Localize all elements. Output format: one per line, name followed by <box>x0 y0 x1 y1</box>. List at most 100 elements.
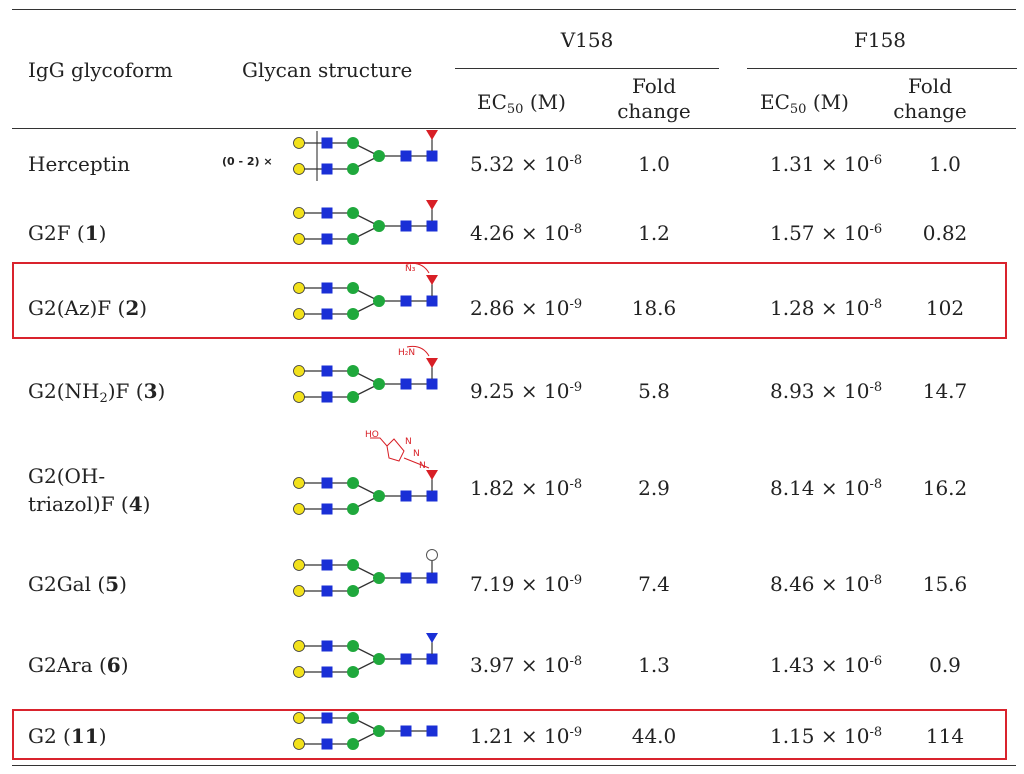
row-f158-fold: 0.9 <box>929 653 961 677</box>
glcnac-icon <box>321 308 333 320</box>
glcnac-icon <box>321 282 333 294</box>
row-name-g2gal: G2Gal (5) <box>28 572 127 596</box>
triazole-ring <box>386 438 405 462</box>
hydroxyl-label: HO <box>365 430 379 440</box>
amine-label: H₂N <box>398 348 416 358</box>
glycan-structure-herceptin <box>293 130 438 181</box>
header-glycan-structure: Glycan structure <box>242 58 413 82</box>
f158-group-rule <box>747 68 1017 69</box>
glcnac-icon <box>426 653 438 665</box>
herceptin-glycan-prefix: (0 - 2) × <box>222 155 273 168</box>
row-v158-fold: 1.3 <box>638 653 670 677</box>
glycan-structure-g2ara <box>293 633 438 678</box>
row-v158-ec50: 9.25 × 10-9 <box>470 379 583 403</box>
row-f158-ec50: 1.43 × 10-6 <box>770 653 883 677</box>
row-v158-fold: 1.2 <box>638 221 670 245</box>
row-v158-ec50: 1.82 × 10-8 <box>470 476 583 500</box>
header-glycoform: IgG glycoform <box>28 58 173 82</box>
mannose-icon <box>347 738 359 750</box>
row-f158-ec50: 8.14 × 10-8 <box>770 476 883 500</box>
glcnac-icon <box>321 233 333 245</box>
glcnac-icon <box>400 220 412 232</box>
glycan-structure-g2ohtriazolf <box>293 437 438 515</box>
linker-bond <box>370 437 388 447</box>
row-f158-ec50: 8.93 × 10-8 <box>770 379 883 403</box>
row-v158-ec50: 5.32 × 10-8 <box>470 152 583 176</box>
triazole-n3-label: N <box>419 461 426 471</box>
row-v158-ec50: 2.86 × 10-9 <box>470 296 583 320</box>
row-f158-fold: 14.7 <box>922 379 968 403</box>
galactose-icon <box>293 282 305 294</box>
top-rule <box>12 9 1016 10</box>
linker-bond <box>406 262 430 274</box>
galactose-icon <box>293 640 305 652</box>
mannose-icon <box>373 725 385 737</box>
mannose-icon <box>347 712 359 724</box>
glcnac-icon <box>426 725 438 737</box>
glycan-structure-g2 <box>293 712 438 750</box>
glcnac-icon <box>400 490 412 502</box>
fucose-icon <box>426 470 438 480</box>
mannose-icon <box>347 666 359 678</box>
mannose-icon <box>373 378 385 390</box>
header-v158-fold: Fold change <box>617 74 691 123</box>
fucose-icon <box>426 358 438 368</box>
mannose-icon <box>347 559 359 571</box>
linker-bond <box>406 345 430 357</box>
row-f158-fold: 15.6 <box>922 572 968 596</box>
galactose-icon <box>293 712 305 724</box>
mannose-icon <box>347 640 359 652</box>
row-v158-ec50: 1.21 × 10-9 <box>470 724 583 748</box>
galactose-icon <box>293 503 305 515</box>
row-v158-fold: 18.6 <box>631 296 677 320</box>
glcnac-icon <box>321 163 333 175</box>
glcnac-icon <box>321 738 333 750</box>
glcnac-icon <box>426 295 438 307</box>
row-v158-fold: 44.0 <box>631 724 677 748</box>
row-v158-fold: 7.4 <box>638 572 670 596</box>
mannose-icon <box>347 477 359 489</box>
galactose-icon <box>293 391 305 403</box>
glcnac-icon <box>426 378 438 390</box>
galactose-icon <box>293 137 305 149</box>
row-f158-fold: 102 <box>925 296 965 320</box>
row-f158-fold: 0.82 <box>922 221 968 245</box>
row-v158-ec50: 7.19 × 10-9 <box>470 572 583 596</box>
row-v158-fold: 5.8 <box>638 379 670 403</box>
highlight-box-g2 <box>12 709 1007 760</box>
glcnac-icon <box>400 653 412 665</box>
mannose-icon <box>373 295 385 307</box>
galactose-icon <box>293 233 305 245</box>
header-v158: V158 <box>560 28 614 52</box>
mannose-icon <box>347 163 359 175</box>
mannose-icon <box>347 207 359 219</box>
mannose-icon <box>373 653 385 665</box>
glcnac-icon <box>321 207 333 219</box>
row-v158-ec50: 4.26 × 10-8 <box>470 221 583 245</box>
mannose-icon <box>373 572 385 584</box>
v158-group-rule <box>455 68 719 69</box>
mannose-icon <box>347 308 359 320</box>
arabinose-icon <box>426 633 438 643</box>
galactose-icon <box>293 477 305 489</box>
galactose-icon <box>293 559 305 571</box>
fucose-icon <box>426 200 438 210</box>
glcnac-icon <box>400 295 412 307</box>
galactose-icon <box>293 738 305 750</box>
galactose-icon <box>293 365 305 377</box>
header-f158-fold: Fold change <box>893 74 967 123</box>
glcnac-icon <box>321 559 333 571</box>
row-f158-ec50: 1.31 × 10-6 <box>770 152 883 176</box>
glcnac-icon <box>400 572 412 584</box>
glcnac-icon <box>321 585 333 597</box>
linker-bond <box>403 457 430 469</box>
glycan-structure-g2nh2f <box>293 345 438 403</box>
row-f158-fold: 114 <box>925 724 965 748</box>
row-name-g2nh2f: G2(NH2)F (3) <box>28 379 166 406</box>
fucose-icon <box>426 130 438 140</box>
glcnac-icon <box>426 150 438 162</box>
mannose-icon <box>373 490 385 502</box>
glcnac-icon <box>400 150 412 162</box>
galactose-open-icon <box>426 549 438 561</box>
mannose-icon <box>347 233 359 245</box>
